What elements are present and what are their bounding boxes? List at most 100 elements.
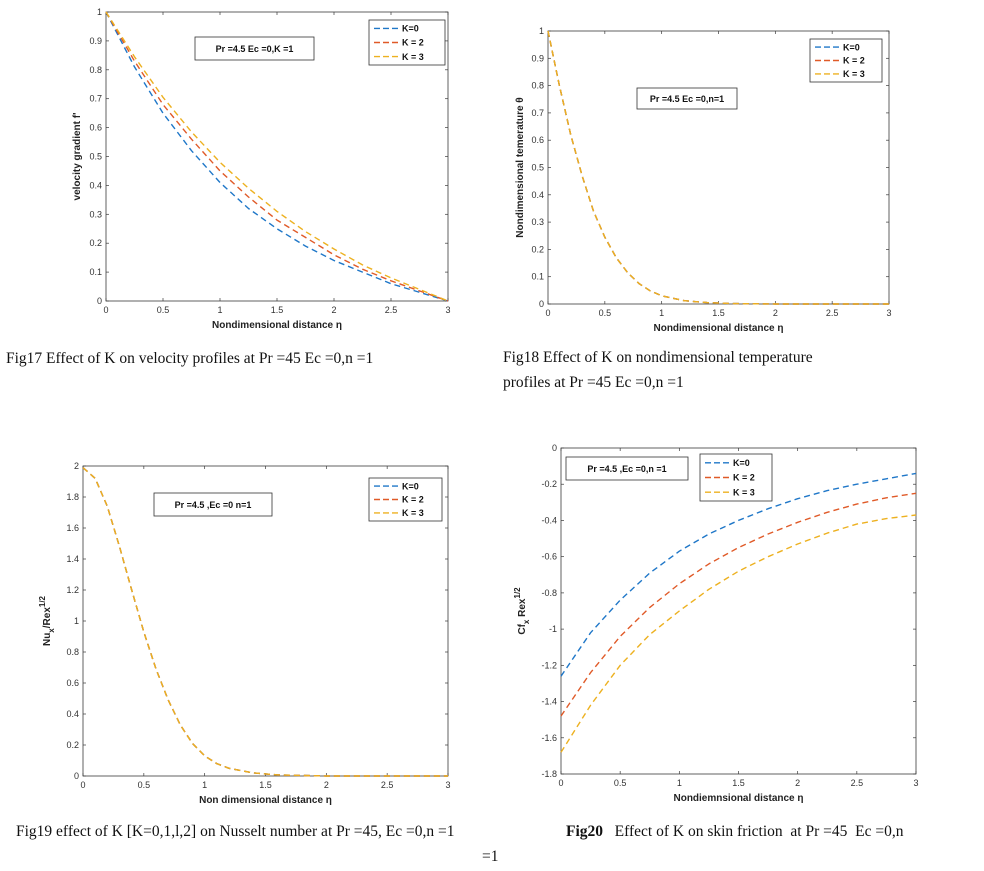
annotation-box: [636, 87, 738, 110]
series-line-1: [560, 492, 917, 717]
y-axis-label: velocity gradient f': [72, 113, 83, 201]
x-tick-label: 0: [545, 308, 550, 318]
y-tick-label: 0.8: [531, 81, 544, 91]
legend-label-2: K = 3: [402, 52, 424, 62]
legend-label-1: K = 2: [733, 473, 755, 483]
fig19-caption: Fig19 effect of K [K=0,1,l,2] on Nusselt…: [16, 823, 455, 840]
y-axis-label: Nondimensional temerature θ: [515, 97, 526, 237]
x-tick-label: 0.5: [157, 305, 170, 315]
y-tick-label: 1: [539, 26, 544, 36]
y-tick-label: 1: [74, 616, 79, 626]
series-line-1: [105, 11, 449, 302]
legend-box: [809, 38, 883, 83]
x-tick-label: 1.5: [259, 780, 272, 790]
y-axis-label: Nux/Rex1/2: [38, 595, 56, 646]
legend-label-2: K = 3: [843, 69, 865, 79]
y-tick-label: 2: [74, 461, 79, 471]
y-tick-label: 0.2: [531, 244, 544, 254]
annotation-box: [194, 36, 315, 61]
y-tick-label: 0: [74, 771, 79, 781]
x-tick-label: 0.5: [599, 308, 612, 318]
x-axis-label: Nondimensional distance η: [212, 320, 342, 331]
y-tick-label: -1.8: [541, 769, 557, 779]
fig20-caption-text: Effect of K on skin friction at Pr =45 E…: [603, 823, 904, 840]
x-tick-label: 1: [677, 778, 682, 788]
y-tick-label: 0.4: [66, 709, 79, 719]
annotation-text: Pr =4.5 Ec =0,K =1: [216, 44, 294, 54]
x-tick-label: 3: [445, 305, 450, 315]
x-tick-label: 1: [659, 308, 664, 318]
x-tick-label: 0: [103, 305, 108, 315]
y-tick-label: 1.4: [66, 554, 79, 564]
annotation-text: Pr =4.5 ,Ec =0 n=1: [175, 500, 252, 510]
x-tick-label: 3: [886, 308, 891, 318]
y-tick-label: 1.6: [66, 523, 79, 533]
y-tick-label: 0.9: [531, 53, 544, 63]
x-axis-label: Non dimensional distance η: [199, 795, 332, 806]
y-tick-label: 0.2: [89, 238, 102, 248]
y-tick-label: 0.8: [66, 647, 79, 657]
x-axis-label: Nondiemnsional distance η: [673, 793, 803, 804]
fig18-caption-line2: profiles at Pr =45 Ec =0,n =1: [503, 374, 684, 391]
y-tick-label: -1.2: [541, 660, 557, 670]
y-tick-label: 0.5: [531, 163, 544, 173]
fig18-caption-line1: Fig18 Effect of K on nondimensional temp…: [503, 349, 813, 366]
y-tick-label: 0: [539, 299, 544, 309]
x-tick-label: 2.5: [381, 780, 394, 790]
y-tick-label: 0.6: [89, 123, 102, 133]
y-tick-label: 0.5: [89, 152, 102, 162]
x-tick-label: 2: [773, 308, 778, 318]
legend-box: [368, 19, 446, 66]
x-tick-label: 0: [558, 778, 563, 788]
series-line-2: [560, 514, 917, 753]
x-tick-label: 0: [80, 780, 85, 790]
legend-label-1: K = 2: [402, 38, 424, 48]
series-line-0: [560, 472, 917, 677]
legend-label-0: K=0: [402, 24, 419, 34]
x-tick-label: 2: [331, 305, 336, 315]
y-tick-label: 0.4: [531, 190, 544, 200]
y-tick-label: 0.9: [89, 36, 102, 46]
legend-label-2: K = 3: [733, 487, 755, 497]
legend-label-1: K = 2: [402, 495, 424, 505]
legend-label-0: K=0: [733, 458, 750, 468]
y-tick-label: 0.6: [531, 135, 544, 145]
y-tick-label: -0.6: [541, 552, 557, 562]
y-tick-label: 0.7: [531, 108, 544, 118]
y-tick-label: 0.4: [89, 180, 102, 190]
y-tick-label: -0.8: [541, 588, 557, 598]
x-tick-label: 3: [445, 780, 450, 790]
y-axis-label: Cfx Rex1/2: [513, 587, 531, 635]
y-tick-label: 1.2: [66, 585, 79, 595]
legend-label-1: K = 2: [843, 56, 865, 66]
legend-box: [699, 453, 773, 502]
y-tick-label: 0.3: [531, 217, 544, 227]
x-tick-label: 3: [913, 778, 918, 788]
legend-label-0: K=0: [843, 42, 860, 52]
y-tick-label: -1.6: [541, 733, 557, 743]
annotation-text: Pr =4.5 ,Ec =0,n =1: [587, 464, 666, 474]
y-tick-label: 1: [97, 7, 102, 17]
x-tick-label: 0.5: [138, 780, 151, 790]
y-tick-label: -1: [549, 624, 557, 634]
x-tick-label: 1: [217, 305, 222, 315]
x-tick-label: 2: [324, 780, 329, 790]
y-tick-label: 1.8: [66, 492, 79, 502]
x-tick-label: 2: [795, 778, 800, 788]
x-tick-label: 2.5: [826, 308, 839, 318]
y-tick-label: -0.2: [541, 479, 557, 489]
fig17-caption: Fig17 Effect of K on velocity profiles a…: [6, 350, 374, 367]
fig20-caption: Fig20 Effect of K on skin friction at Pr…: [566, 821, 903, 843]
legend-box: [368, 477, 443, 522]
y-tick-label: 0: [97, 296, 102, 306]
y-tick-label: 0.7: [89, 94, 102, 104]
x-tick-label: 2.5: [385, 305, 398, 315]
y-tick-label: -0.4: [541, 515, 557, 525]
legend-label-2: K = 3: [402, 508, 424, 518]
y-tick-label: -1.4: [541, 697, 557, 707]
x-tick-label: 1: [202, 780, 207, 790]
